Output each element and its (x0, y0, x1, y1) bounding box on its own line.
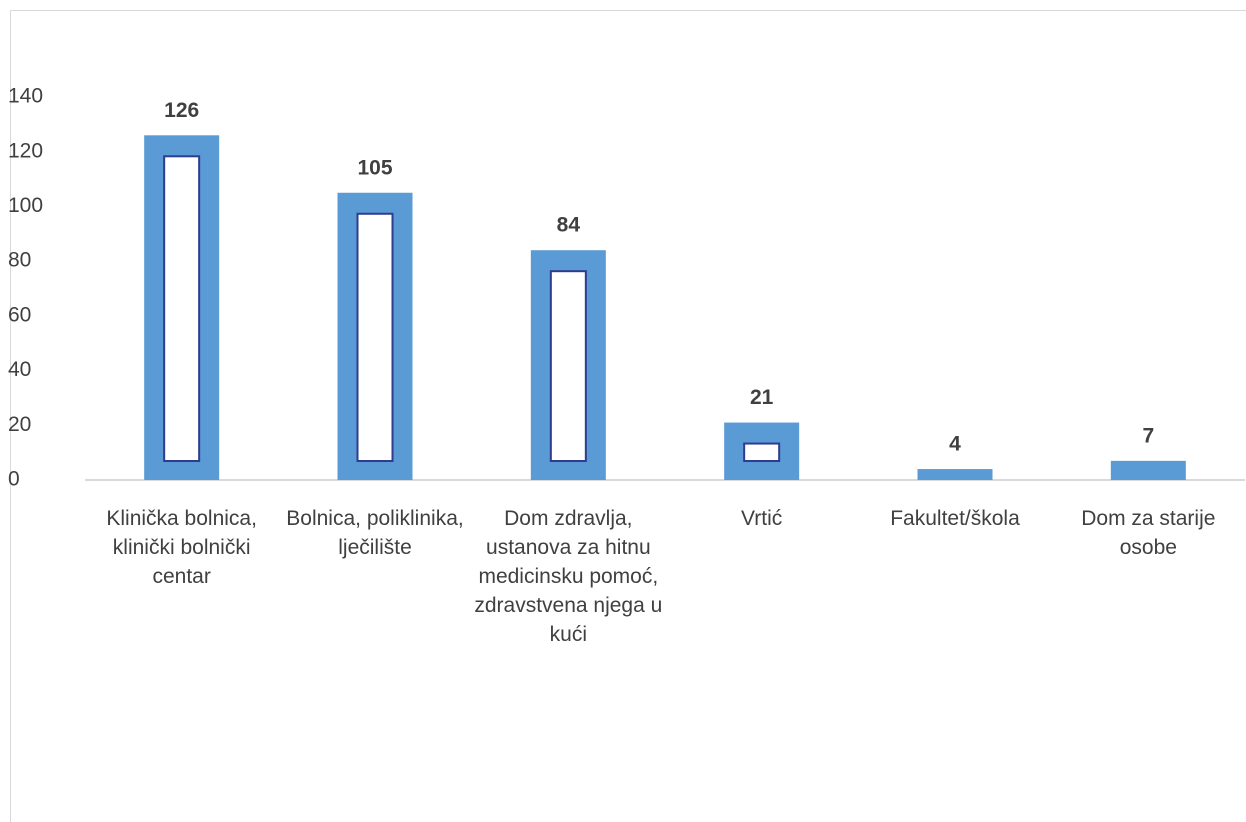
y-tick-label: 120 (8, 139, 43, 162)
value-label: 4 (949, 433, 961, 456)
y-tick-label: 0 (8, 468, 20, 491)
value-label: 105 (357, 156, 392, 179)
y-tick-label: 140 (8, 85, 43, 108)
y-tick-label: 80 (8, 249, 31, 272)
y-tick-label: 100 (8, 194, 43, 217)
bar (1110, 460, 1186, 480)
y-tick-label: 60 (8, 303, 31, 326)
bar (917, 469, 993, 480)
x-tick-label: Dom za starije osobe (1081, 507, 1216, 559)
x-tick-label: Vrtić (741, 507, 783, 530)
x-tick-label: Dom zdravlja, ustanova za hitnu medicins… (474, 507, 663, 646)
bar-inner (163, 155, 201, 463)
value-label: 84 (557, 214, 581, 237)
bar-inner (743, 442, 781, 462)
value-label: 7 (1142, 424, 1154, 447)
y-tick-label: 20 (8, 413, 31, 436)
value-label: 21 (750, 386, 774, 409)
x-tick-label: Fakultet/škola (890, 507, 1020, 530)
x-tick-label: Klinička bolnica, klinički bolnički cent… (106, 507, 257, 588)
x-tick-label: Bolnica, poliklinika, lječilište (286, 507, 464, 559)
bar-inner (549, 270, 587, 463)
value-label: 126 (164, 99, 199, 122)
y-tick-label: 40 (8, 358, 31, 381)
bar-inner (356, 212, 394, 462)
chart-frame (10, 10, 1246, 822)
